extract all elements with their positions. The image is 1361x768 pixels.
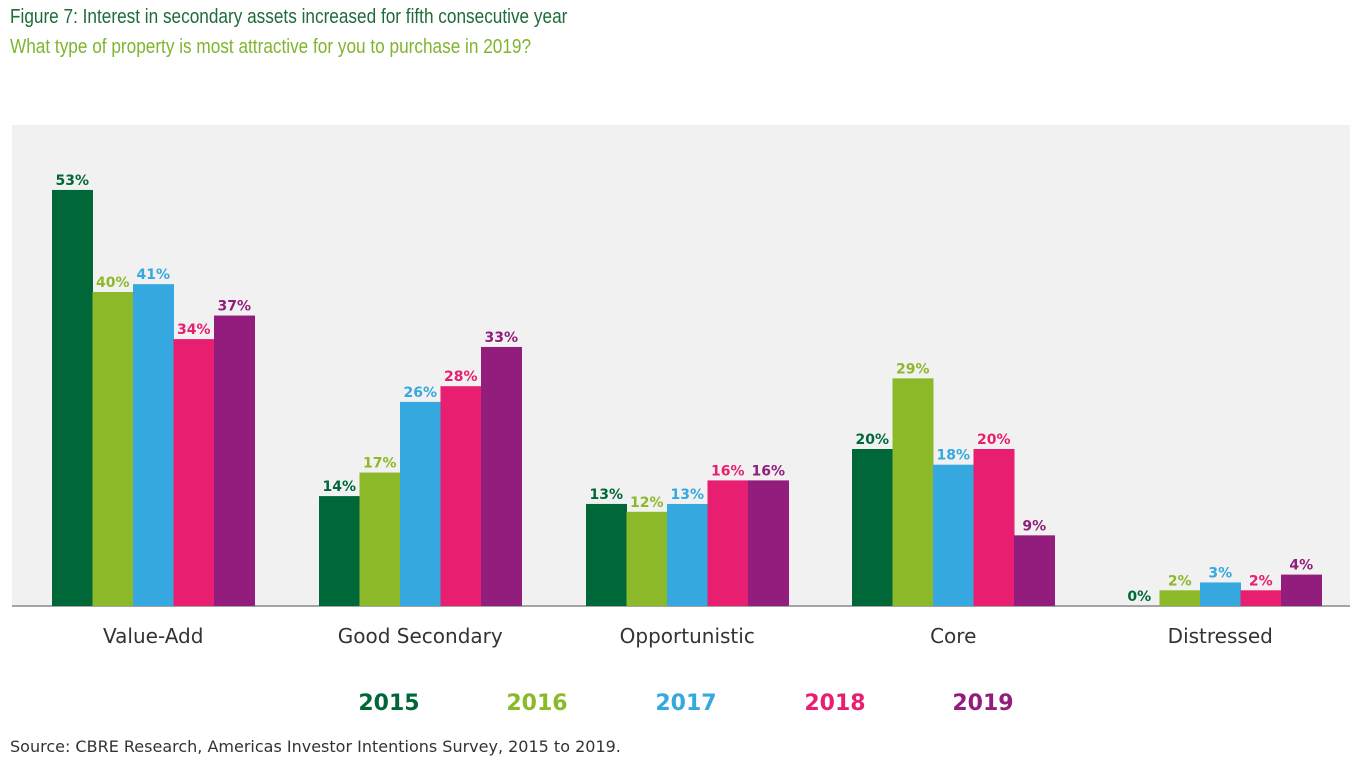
value-label-opportunistic-2019: 16% bbox=[751, 463, 785, 479]
bar-good-secondary-2018 bbox=[440, 386, 482, 606]
value-label-value-add-2019: 37% bbox=[217, 299, 251, 315]
value-label-good-secondary-2018: 28% bbox=[444, 369, 478, 385]
value-label-value-add-2015: 53% bbox=[55, 173, 89, 189]
bar-good-secondary-2016 bbox=[359, 472, 401, 606]
bar-distressed-2016 bbox=[1159, 590, 1201, 606]
value-label-opportunistic-2016: 12% bbox=[630, 495, 664, 511]
bar-opportunistic-2019 bbox=[748, 480, 789, 606]
value-label-good-secondary-2019: 33% bbox=[484, 330, 518, 346]
value-label-distressed-2016: 2% bbox=[1168, 573, 1192, 589]
bar-core-2016 bbox=[892, 378, 934, 606]
value-label-core-2019: 9% bbox=[1022, 518, 1046, 534]
category-label-opportunistic: Opportunistic bbox=[620, 624, 755, 648]
value-label-opportunistic-2018: 16% bbox=[711, 463, 745, 479]
bar-good-secondary-2015 bbox=[319, 496, 360, 606]
bars-group bbox=[52, 189, 1322, 606]
legend-item-2019: 2019 bbox=[952, 691, 1013, 716]
bar-opportunistic-2017 bbox=[667, 503, 708, 606]
value-label-distressed-2017: 3% bbox=[1208, 565, 1232, 581]
source-note: Source: CBRE Research, Americas Investor… bbox=[10, 737, 621, 756]
bar-chart: 53% 40% 41% 34% 37% 14% 17% 26% 28% 33% 13% 12% 13% 1… bbox=[12, 125, 1350, 716]
legend-item-2017: 2017 bbox=[655, 691, 716, 716]
bar-opportunistic-2018 bbox=[707, 480, 749, 606]
bar-value-add-2017 bbox=[133, 284, 174, 606]
bar-core-2015 bbox=[852, 449, 893, 606]
category-labels-group: Value-Add Good Secondary Opportunistic Core… bbox=[103, 624, 1273, 648]
value-label-core-2016: 29% bbox=[896, 361, 930, 377]
value-label-distressed-2018: 2% bbox=[1249, 573, 1273, 589]
bar-value-add-2019 bbox=[214, 315, 255, 606]
bar-value-add-2016 bbox=[92, 292, 134, 606]
legend-item-2018: 2018 bbox=[804, 691, 865, 716]
value-label-opportunistic-2017: 13% bbox=[670, 487, 704, 503]
bar-good-secondary-2017 bbox=[400, 401, 441, 606]
chart-subtitle: What type of property is most attractive… bbox=[10, 36, 532, 58]
category-label-core: Core bbox=[930, 624, 976, 648]
value-label-value-add-2018: 34% bbox=[177, 322, 211, 338]
value-label-good-secondary-2015: 14% bbox=[322, 479, 356, 495]
value-label-core-2015: 20% bbox=[855, 432, 889, 448]
category-label-value-add: Value-Add bbox=[103, 624, 203, 648]
bar-core-2018 bbox=[973, 449, 1015, 606]
value-label-core-2018: 20% bbox=[977, 432, 1011, 448]
bar-distressed-2017 bbox=[1200, 582, 1241, 606]
value-label-good-secondary-2016: 17% bbox=[363, 456, 397, 472]
bar-distressed-2019 bbox=[1281, 574, 1322, 606]
category-label-good-secondary: Good Secondary bbox=[338, 624, 503, 648]
legend-item-2016: 2016 bbox=[506, 691, 567, 716]
value-label-good-secondary-2017: 26% bbox=[403, 385, 437, 401]
bar-value-add-2015 bbox=[52, 189, 93, 606]
category-label-distressed: Distressed bbox=[1168, 624, 1273, 648]
bar-opportunistic-2016 bbox=[626, 511, 668, 606]
legend: 2015 2016 2017 2018 2019 bbox=[358, 691, 1013, 716]
bar-good-secondary-2019 bbox=[481, 346, 522, 606]
value-label-opportunistic-2015: 13% bbox=[589, 487, 623, 503]
bar-core-2019 bbox=[1014, 535, 1055, 606]
value-label-core-2017: 18% bbox=[936, 448, 970, 464]
value-label-distressed-2015: 0% bbox=[1127, 589, 1151, 605]
bar-core-2017 bbox=[933, 464, 974, 606]
bar-value-add-2018 bbox=[173, 339, 215, 606]
bar-opportunistic-2015 bbox=[586, 503, 627, 606]
legend-item-2015: 2015 bbox=[358, 691, 419, 716]
bar-distressed-2018 bbox=[1240, 590, 1282, 606]
value-label-value-add-2017: 41% bbox=[136, 267, 170, 283]
value-label-distressed-2019: 4% bbox=[1289, 558, 1313, 574]
value-label-value-add-2016: 40% bbox=[96, 275, 130, 291]
chart-title: Figure 7: Interest in secondary assets i… bbox=[10, 6, 568, 28]
value-labels-group: 53% 40% 41% 34% 37% 14% 17% 26% 28% 33% 13% 12% 13% 1… bbox=[55, 173, 1313, 605]
